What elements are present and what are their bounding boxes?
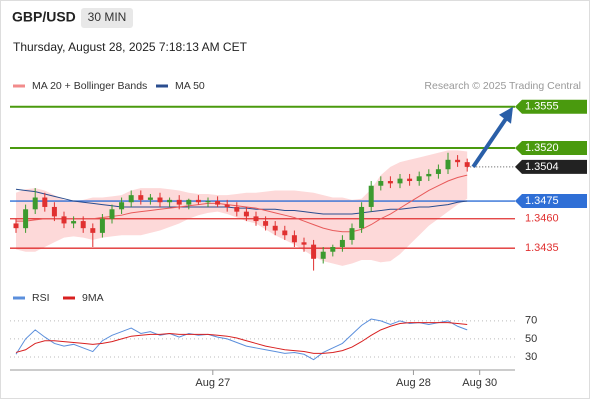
candle-body (99, 218, 105, 233)
candle-body (253, 216, 259, 222)
candle-body (243, 211, 249, 217)
candle-body (128, 195, 134, 203)
rsi-tick-label: 30 (525, 351, 537, 363)
level-tag (515, 159, 587, 174)
symbol: GBP/USD (12, 9, 76, 25)
candle-body (157, 197, 163, 203)
level-label: 1.3520 (525, 142, 559, 154)
candle-body (349, 228, 355, 240)
candle-body (167, 199, 173, 203)
candle-body (378, 181, 384, 186)
candle-body (32, 197, 38, 210)
rsi-tick-label: 50 (525, 333, 537, 345)
level-label: 1.3435 (525, 242, 559, 254)
candle-body (397, 178, 403, 184)
candle-body (282, 230, 288, 236)
candle-body (205, 201, 211, 203)
legend-label: MA 50 (175, 80, 205, 92)
candle-body (311, 244, 317, 259)
candle-body (186, 199, 192, 205)
projection-arrowhead (499, 106, 513, 124)
level-label: 1.3475 (525, 195, 559, 207)
legend-label: RSI (32, 292, 50, 304)
candle-body (109, 209, 115, 219)
candle-body (42, 197, 48, 207)
candle-body (426, 173, 432, 177)
x-tick-label: Aug 27 (195, 377, 230, 389)
interval-box (81, 8, 133, 28)
ma50-line (15, 188, 468, 215)
candle-body (51, 206, 57, 217)
candle-body (359, 206, 365, 229)
x-tick-label: Aug 28 (396, 377, 431, 389)
rsi-line (15, 318, 468, 361)
candle-body (71, 221, 77, 224)
candle-body (176, 199, 182, 205)
rsi-line (15, 322, 468, 354)
candle-body (90, 228, 96, 233)
candle-body (61, 216, 67, 224)
candle-body (263, 221, 269, 226)
candle-body (416, 176, 422, 182)
candle-body (23, 209, 29, 229)
candle-body (272, 225, 278, 231)
level-label: 1.3504 (525, 161, 559, 173)
candle-body (368, 185, 374, 207)
legend-label: 9MA (82, 292, 104, 304)
candle-body (291, 235, 297, 243)
level-tag (515, 99, 587, 114)
level-tag (515, 141, 587, 156)
x-tick-label: Aug 30 (462, 377, 497, 389)
candle-body (195, 199, 201, 203)
candle-body (147, 197, 153, 200)
rsi-tick-label: 70 (525, 315, 537, 327)
candle-body (455, 159, 461, 163)
candle-body (215, 201, 221, 205)
candle-body (234, 206, 240, 212)
candle-body (464, 162, 470, 167)
candle-body (138, 195, 144, 200)
legend-label: MA 20 + Bollinger Bands (32, 80, 147, 92)
watermark: Research © 2025 Trading Central (424, 80, 581, 92)
candle-body (330, 247, 336, 252)
projection-arrow (471, 114, 510, 169)
candle-body (387, 181, 393, 184)
ma20-line (16, 174, 468, 233)
candle-body (301, 242, 307, 245)
date: Thursday, August 28, 2025 7:18:13 AM CET (13, 40, 248, 54)
candle-body (445, 159, 451, 170)
level-label: 1.3555 (525, 101, 559, 113)
candle-body (339, 239, 345, 248)
candle-body (119, 202, 125, 210)
level-label: 1.3460 (525, 213, 559, 225)
candle-body (13, 223, 19, 229)
interval: 30 MIN (88, 10, 127, 24)
candle-body (224, 204, 230, 207)
candle-body (407, 178, 413, 182)
candle-body (320, 251, 326, 259)
level-tag (515, 194, 587, 209)
candle-body (435, 169, 441, 174)
candle-body (80, 221, 86, 229)
